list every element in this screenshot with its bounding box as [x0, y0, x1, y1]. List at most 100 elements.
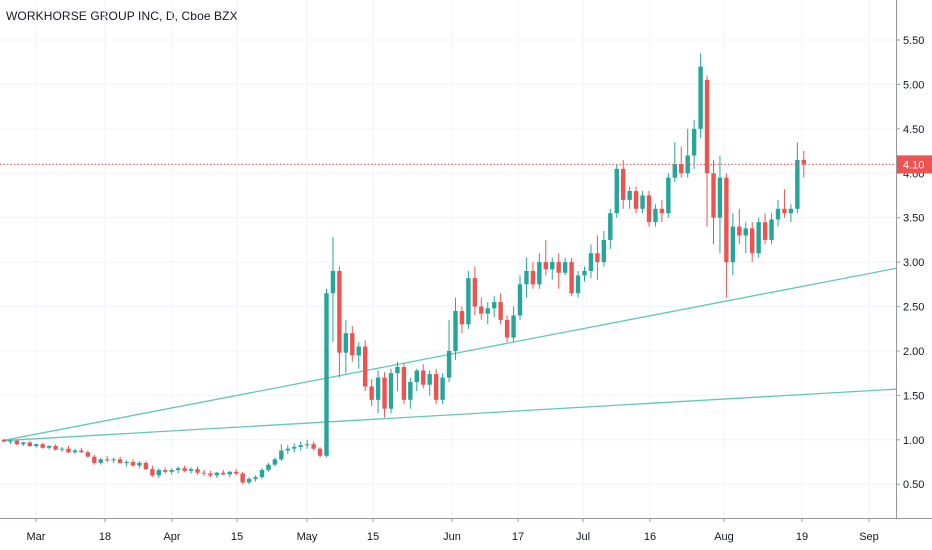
candle-body — [730, 226, 736, 263]
candle-89 — [575, 270, 581, 298]
candle-body — [46, 446, 52, 448]
candle-91 — [588, 244, 594, 279]
candle-body — [737, 226, 742, 236]
candle-body — [446, 350, 452, 378]
candle-body — [234, 471, 239, 474]
x-tick-label: 19 — [796, 531, 808, 543]
candle-29 — [188, 467, 194, 474]
candle-22 — [143, 461, 149, 471]
candle-54 — [350, 326, 355, 362]
candle-104 — [672, 142, 677, 183]
candle-body — [414, 370, 419, 383]
candle-44 — [285, 445, 290, 455]
y-tick-label: 5.50 — [903, 35, 924, 47]
candle-body — [595, 253, 600, 263]
grid-lines — [0, 0, 896, 518]
candle-body — [633, 191, 639, 209]
x-tick-label: 17 — [512, 531, 524, 543]
candle-42 — [272, 457, 278, 467]
candle-103 — [666, 173, 671, 218]
candle-59 — [382, 372, 387, 418]
trendline-1[interactable] — [1, 388, 897, 442]
candle-76 — [492, 295, 497, 318]
candle-20 — [130, 459, 136, 467]
candle-body — [304, 444, 310, 446]
candle-83 — [537, 253, 542, 289]
candle-body — [72, 450, 78, 453]
candle-108 — [698, 53, 703, 138]
x-axis-labels: Mar 18 Apr 15 May 15 Jun 17 Jul 16 Aug 19 Sep — [27, 531, 879, 543]
candle-16 — [105, 455, 110, 463]
candle-body — [717, 177, 723, 218]
candle-79 — [511, 306, 516, 343]
candle-48 — [311, 441, 316, 451]
candle-84 — [543, 239, 548, 276]
x-tick-label: Aug — [714, 531, 734, 543]
x-tick-label: May — [297, 531, 318, 543]
candle-body — [504, 319, 510, 338]
candle-9 — [59, 446, 65, 453]
candle-body — [543, 262, 548, 270]
candle-82 — [530, 262, 536, 289]
candle-77 — [498, 293, 503, 325]
candle-36 — [234, 469, 239, 476]
candle-43 — [279, 444, 284, 462]
candle-body — [459, 310, 465, 325]
candle-body — [188, 469, 194, 471]
candle-49 — [317, 446, 323, 458]
candle-5 — [34, 443, 39, 448]
candle-35 — [227, 470, 232, 478]
last-price-tag: 4.10 — [897, 155, 932, 174]
candle-111 — [717, 155, 723, 254]
candle-body — [685, 155, 690, 174]
candle-body — [466, 278, 471, 325]
candle-45 — [292, 443, 297, 453]
candle-95 — [614, 164, 619, 218]
candle-19 — [124, 460, 129, 467]
candle-body — [640, 195, 645, 209]
candle-body — [388, 373, 394, 409]
candle-body — [98, 459, 103, 463]
candle-101 — [653, 204, 658, 227]
candle-body — [704, 79, 710, 174]
candle-73 — [472, 266, 478, 316]
candle-body — [588, 253, 594, 271]
candle-body — [530, 270, 536, 285]
candle-body — [672, 164, 677, 178]
candle-body — [208, 473, 213, 476]
candle-61 — [395, 361, 400, 391]
candle-113 — [730, 213, 736, 276]
x-tick-label: Jul — [576, 531, 590, 543]
candle-body — [627, 191, 632, 200]
candle-124 — [801, 151, 806, 178]
candle-body — [214, 472, 220, 476]
candle-body — [679, 164, 684, 174]
y-axis-labels: 0.501.001.502.002.503.003.504.004.505.00… — [903, 35, 924, 491]
candle-body — [227, 471, 232, 475]
candle-body — [34, 444, 39, 447]
candle-body — [453, 310, 458, 351]
candle-67 — [433, 368, 439, 405]
candle-body — [137, 462, 142, 466]
candle-body — [130, 462, 136, 466]
candle-body — [511, 315, 516, 338]
candle-47 — [304, 439, 310, 449]
candle-body — [775, 208, 781, 220]
candle-body — [59, 448, 65, 450]
candle-body — [550, 262, 555, 270]
candle-body — [14, 440, 20, 445]
candle-63 — [408, 377, 413, 409]
candle-body — [375, 377, 381, 400]
candle-body — [105, 459, 110, 461]
candle-0 — [1, 438, 7, 443]
candle-102 — [659, 199, 665, 223]
x-tick-label: Jun — [443, 531, 461, 543]
candle-106 — [685, 128, 690, 178]
candle-body — [601, 239, 607, 263]
candle-body — [169, 470, 174, 472]
candle-body — [743, 228, 748, 236]
candle-114 — [737, 208, 742, 245]
candle-85 — [550, 257, 555, 280]
